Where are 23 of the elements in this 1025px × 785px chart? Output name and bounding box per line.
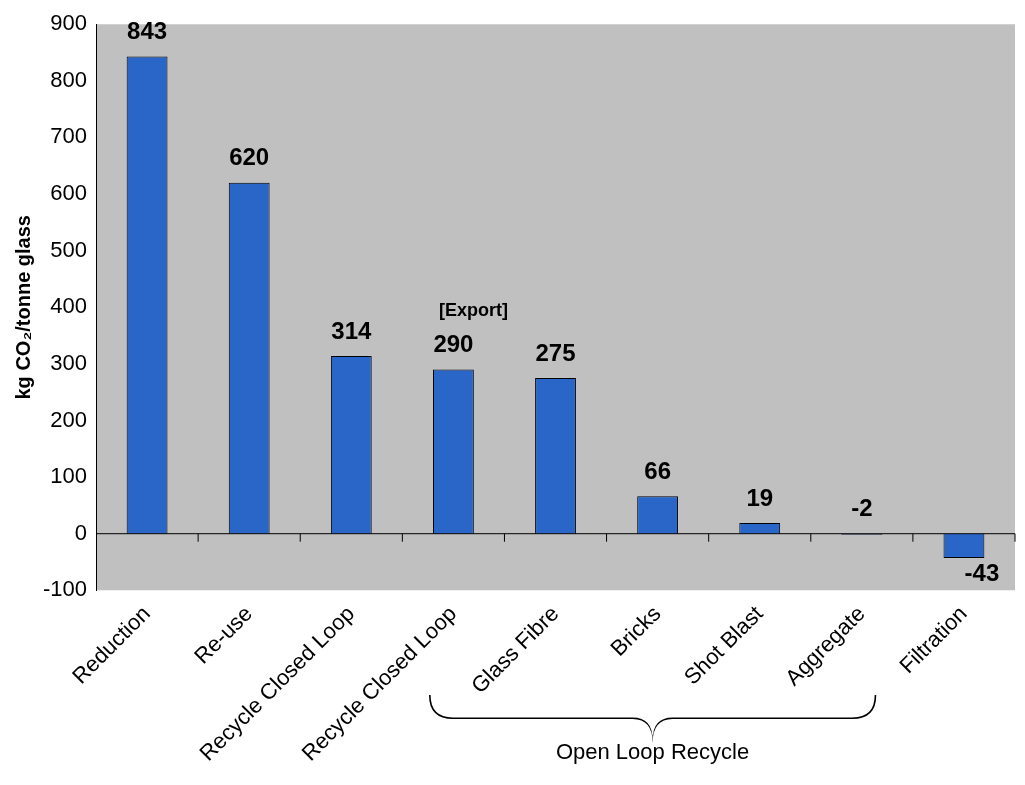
- y-tick-label: 400: [50, 293, 88, 319]
- y-tick-label: 700: [50, 123, 88, 149]
- y-tick-label: 200: [50, 406, 88, 432]
- data-label: 275: [535, 338, 576, 366]
- data-label: -43: [964, 558, 1000, 586]
- y-tick-label: 100: [50, 463, 88, 489]
- data-label: 620: [229, 143, 270, 171]
- y-axis-title: kg CO₂/tonne glass: [11, 215, 34, 400]
- y-tick-label: 300: [50, 349, 88, 375]
- data-label: 314: [331, 316, 372, 344]
- y-tick-label: -100: [42, 576, 88, 602]
- y-tick-label: 0: [74, 519, 88, 545]
- data-label: -2: [851, 494, 873, 522]
- data-label: 290: [433, 330, 474, 358]
- annotation: [Export]: [438, 299, 508, 320]
- y-tick-label: 500: [50, 236, 88, 262]
- data-label: 843: [127, 17, 168, 45]
- data-label: 19: [746, 483, 774, 511]
- y-tick-label: 600: [50, 180, 88, 206]
- y-tick-label: 900: [50, 10, 88, 36]
- y-tick-label: 800: [50, 66, 88, 92]
- data-label: 66: [644, 456, 671, 484]
- text: Open Loop Recycle: [555, 739, 750, 765]
